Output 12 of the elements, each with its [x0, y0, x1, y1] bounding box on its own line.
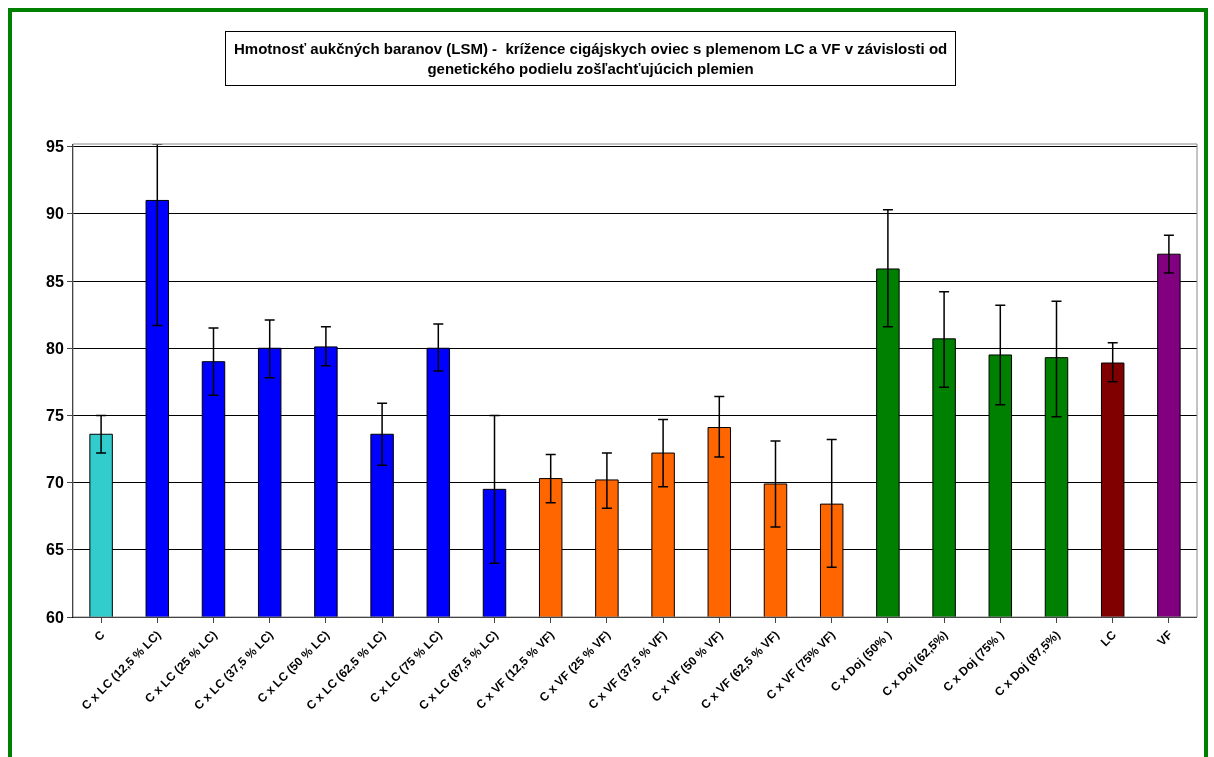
- y-tick-label: 85: [46, 272, 64, 290]
- x-tick-label: C: [91, 627, 108, 644]
- y-tick-label: 70: [46, 474, 64, 492]
- y-tick-label: 60: [46, 608, 64, 626]
- y-tick-label: 95: [46, 138, 64, 156]
- y-tick-label: 75: [46, 407, 64, 425]
- chart-title: Hmotnosť aukčných baranov (LSM) - krížence cigájskych oviec s plemenom LC a VF v závislosti od genetického podielu zošľachťujúcich plemien: [234, 40, 948, 77]
- y-tick-label: 65: [46, 541, 64, 559]
- x-tick-label: LC: [1097, 627, 1120, 650]
- x-tick-label: VF: [1154, 627, 1176, 649]
- y-tick-label: 80: [46, 339, 64, 357]
- y-tick-label: 90: [46, 205, 64, 223]
